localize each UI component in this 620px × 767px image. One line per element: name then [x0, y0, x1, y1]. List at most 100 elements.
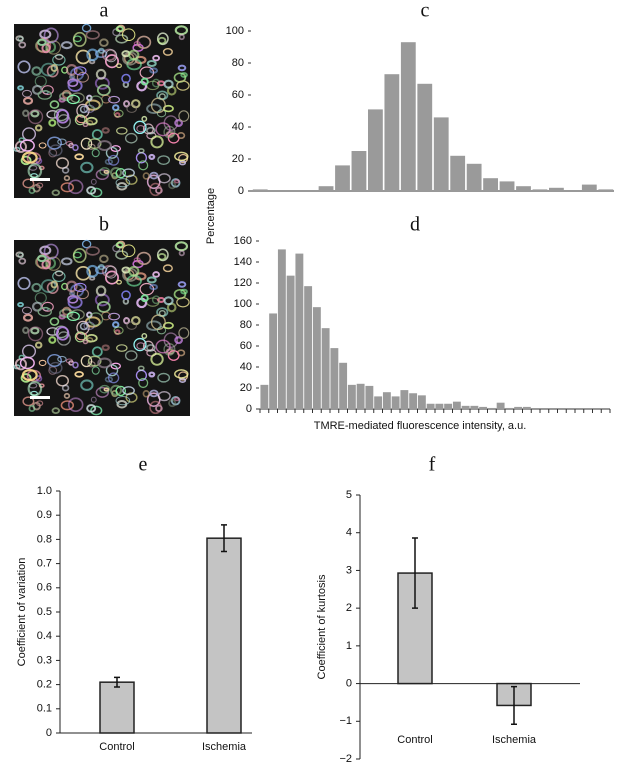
cell — [80, 161, 94, 174]
cell — [51, 189, 60, 197]
cell — [38, 359, 47, 367]
cell — [157, 155, 171, 165]
cell — [41, 85, 54, 96]
cell — [146, 59, 157, 68]
bar — [433, 117, 449, 191]
cell — [46, 110, 59, 119]
cell — [115, 25, 124, 33]
cell — [86, 264, 99, 278]
bar — [374, 396, 383, 409]
cell — [121, 28, 136, 42]
cell — [38, 142, 47, 149]
cell — [149, 389, 159, 398]
bar — [496, 402, 505, 409]
bar — [260, 384, 269, 409]
cell — [148, 153, 156, 160]
cell — [74, 153, 84, 161]
y-tick-label: 0.9 — [37, 509, 52, 521]
cell — [37, 254, 47, 263]
cell — [41, 301, 54, 312]
y-tick-label: 0.4 — [37, 630, 52, 642]
y-tick-label: 0.7 — [37, 558, 52, 570]
bar — [99, 681, 135, 734]
cell — [67, 296, 83, 309]
cell — [22, 326, 30, 334]
cell — [19, 139, 35, 152]
cell — [180, 288, 188, 295]
cell — [155, 339, 171, 354]
cell — [115, 241, 124, 249]
cell — [148, 371, 156, 378]
x-tick-label: Ischemia — [202, 741, 247, 753]
cell — [116, 279, 122, 285]
cell — [61, 384, 70, 392]
cell — [28, 187, 36, 195]
bar — [269, 313, 278, 409]
cell — [157, 252, 167, 261]
bar — [382, 392, 391, 409]
bar — [391, 396, 400, 409]
y-tick-label: 3 — [346, 564, 352, 576]
cell — [40, 62, 57, 77]
cell — [104, 270, 119, 285]
cell — [20, 373, 32, 383]
cell — [74, 114, 86, 126]
bar — [479, 406, 488, 409]
cell — [73, 282, 87, 292]
cell — [61, 166, 70, 174]
bar — [400, 42, 416, 192]
cell — [72, 31, 87, 47]
bar — [466, 163, 482, 191]
cell — [121, 244, 136, 258]
cell — [72, 361, 79, 369]
cell — [121, 290, 131, 301]
cell — [97, 140, 112, 151]
bar — [426, 403, 435, 409]
cell — [61, 89, 72, 100]
bar — [409, 393, 418, 409]
y-tick-label: 0.3 — [37, 654, 52, 666]
cell — [85, 246, 100, 256]
cell — [116, 126, 128, 135]
cell — [103, 169, 110, 174]
cell — [54, 53, 64, 60]
cell — [136, 125, 146, 133]
cell — [81, 23, 92, 33]
cell — [174, 151, 189, 162]
cell — [168, 399, 177, 408]
cell — [112, 104, 120, 112]
cell — [19, 356, 35, 370]
cell — [80, 354, 93, 368]
y-tick-label: 100 — [234, 298, 252, 310]
cell — [72, 144, 79, 152]
cell — [99, 38, 109, 47]
bar — [330, 348, 339, 409]
cell — [105, 49, 118, 63]
cell — [28, 405, 36, 412]
bar — [470, 405, 479, 409]
cell — [133, 41, 141, 47]
cell — [95, 285, 107, 297]
error-bar — [114, 676, 120, 688]
cell — [51, 407, 60, 415]
cell — [35, 157, 43, 165]
cell — [27, 109, 44, 125]
cell — [86, 186, 97, 195]
cell — [81, 239, 92, 249]
bar — [335, 165, 350, 191]
scale-bar — [30, 178, 50, 181]
cell — [136, 342, 146, 350]
cell — [67, 79, 83, 92]
cell — [46, 327, 59, 336]
cell — [36, 182, 44, 189]
cell — [31, 282, 42, 293]
cell — [162, 47, 173, 56]
cell — [66, 311, 80, 322]
cell — [22, 178, 35, 189]
cell — [80, 137, 93, 150]
error-bar — [221, 524, 227, 553]
cell — [152, 271, 161, 278]
cell — [124, 350, 138, 361]
cell — [155, 404, 163, 413]
cell — [22, 109, 30, 117]
